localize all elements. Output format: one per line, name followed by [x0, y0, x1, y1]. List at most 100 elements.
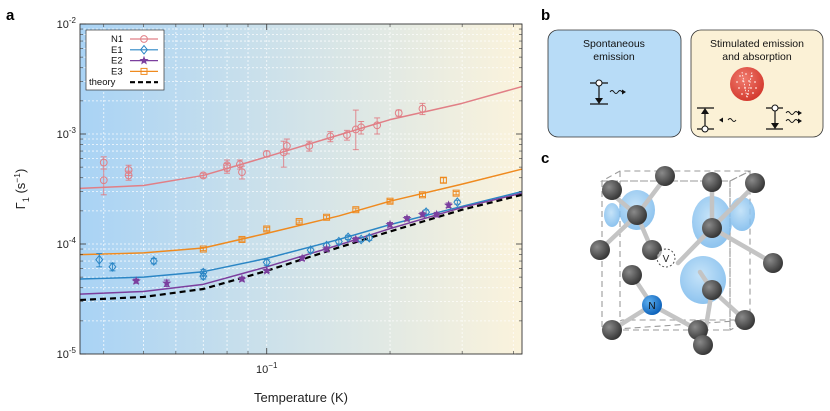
marker-E2 — [432, 209, 442, 219]
data-point-N1 — [373, 117, 382, 135]
x-tick-label: 10−1 — [256, 361, 278, 376]
marker-E2 — [417, 209, 428, 219]
data-point-E2 — [432, 209, 442, 219]
marker-E2 — [131, 276, 141, 286]
marker-E1 — [108, 261, 117, 272]
marker-E3 — [352, 206, 360, 214]
carbon-atom — [642, 240, 662, 260]
y-tick-label-exp: -4 — [69, 236, 77, 245]
marker-N1 — [124, 171, 133, 180]
data-point-E3 — [323, 213, 331, 221]
data-point-N1 — [223, 162, 231, 174]
data-point-E2 — [351, 234, 361, 244]
legend-marker-E1 — [139, 44, 149, 55]
panel-label-c: c — [541, 150, 549, 167]
marker-E3 — [295, 218, 303, 226]
marker-N1 — [394, 109, 403, 117]
y-tick-label: 10-2 — [57, 16, 77, 31]
marker-N1 — [418, 104, 427, 113]
marker-N1 — [99, 176, 108, 185]
legend-marker-N1 — [140, 35, 148, 43]
marker-N1 — [199, 171, 208, 180]
carbon-atom — [702, 218, 722, 238]
data-point-E3 — [439, 176, 447, 184]
marker-E1 — [344, 232, 353, 243]
data-point-N1 — [262, 149, 271, 158]
marker-E3 — [323, 213, 331, 221]
carbon-atom — [602, 180, 622, 200]
carbon-atom — [627, 205, 647, 225]
data-point-E3 — [352, 206, 360, 214]
y-tick-label: 10-4 — [57, 236, 77, 251]
x-axis-label: Temperature (K) — [254, 390, 348, 405]
data-point-E1 — [108, 261, 117, 272]
data-point-N1 — [305, 140, 314, 152]
y-axis-label-unit-exp: −1 — [12, 173, 22, 183]
nitrogen-label: N — [648, 301, 655, 312]
data-point-E1 — [95, 253, 104, 268]
y-tick-label-base: 10 — [57, 129, 69, 141]
marker-E1 — [365, 232, 374, 243]
y-axis-label-base: Γ — [13, 202, 28, 209]
marker-E2 — [262, 266, 272, 275]
y-axis-label-sub: 1 — [21, 197, 31, 202]
data-point-E3 — [418, 191, 426, 199]
axis-ticks: 10-510-410-310-210−1 — [57, 16, 522, 376]
data-point-N1 — [99, 168, 108, 196]
stimulated-label-line1: Stimulated emission — [710, 38, 804, 50]
marker-E1 — [199, 271, 208, 282]
data-point-E1 — [453, 197, 462, 208]
data-point-N1 — [326, 131, 335, 143]
legend-label-E2: E2 — [111, 56, 123, 67]
marker-N1 — [223, 164, 231, 172]
marker-E1 — [149, 256, 158, 267]
vacancy-label: V — [663, 254, 670, 265]
carbon-atom — [693, 335, 713, 355]
legend-marker-E2 — [139, 55, 149, 65]
y-axis-label-unit-close: ) — [13, 169, 28, 173]
marker-E2 — [385, 219, 395, 229]
y-axis-label: Γ1 (s−1) — [12, 169, 31, 210]
panel-label-a: a — [6, 7, 15, 24]
data-point-E2 — [237, 274, 247, 283]
carbon-atom — [735, 310, 755, 330]
marker-E3 — [439, 176, 447, 184]
marker-E3 — [238, 235, 246, 243]
panel-label-b: b — [541, 7, 550, 24]
grid — [80, 24, 522, 354]
marker-E3 — [263, 225, 271, 233]
legend-label-theory: theory — [89, 77, 116, 88]
marker-E2 — [162, 278, 172, 288]
marker-N1 — [282, 141, 291, 150]
data-point-E2 — [131, 276, 141, 286]
marker-N1 — [357, 123, 366, 132]
marker-E3 — [199, 245, 207, 253]
data-point-N1 — [357, 121, 366, 135]
marker-E2 — [402, 213, 412, 223]
data-point-N1 — [199, 171, 208, 180]
marker-E2 — [297, 253, 307, 263]
marker-E1 — [306, 245, 315, 256]
y-tick-label-base: 10 — [57, 349, 69, 361]
marker-E3 — [452, 189, 460, 197]
vacancy-site — [656, 248, 676, 268]
spontaneous-label-line1: Spontaneous — [583, 38, 645, 50]
spontaneous-emission-diagram-icon — [590, 79, 626, 105]
y-tick-label-exp: -3 — [69, 126, 77, 135]
data-point-E3 — [238, 235, 246, 243]
carbon-atom — [702, 280, 722, 300]
data-point-E3 — [452, 189, 460, 197]
marker-E2 — [321, 244, 332, 253]
data-point-E1 — [199, 271, 208, 282]
y-tick-label-exp: -2 — [69, 16, 77, 25]
data-point-E3 — [386, 197, 394, 205]
data-point-N1 — [282, 138, 291, 155]
legend-label-E1: E1 — [111, 45, 123, 56]
data-point-E2 — [262, 266, 272, 275]
carbon-atoms — [590, 166, 783, 355]
data-point-E2 — [162, 278, 172, 288]
data-point-E2 — [297, 253, 307, 263]
